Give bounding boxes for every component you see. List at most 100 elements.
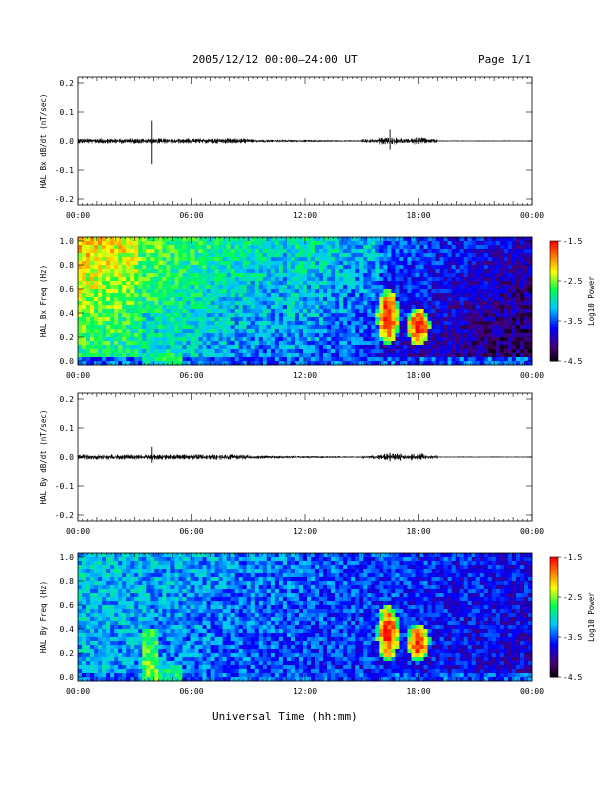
spectrogram-cell [447, 341, 452, 346]
spectrogram-cell [190, 237, 195, 242]
spectrogram-cell [150, 357, 155, 362]
spectrogram-cell [307, 353, 312, 358]
spectrogram-cell [130, 257, 135, 262]
spectrogram-cell [122, 341, 127, 346]
spectrogram-cell [367, 325, 372, 330]
spectrogram-cell [294, 357, 300, 362]
spectrogram-cell [118, 601, 123, 606]
spectrogram-cell [82, 589, 87, 594]
spectrogram-cell [142, 341, 147, 346]
spectrogram-cell [198, 301, 203, 306]
spectrogram-cell [315, 237, 320, 242]
spectrogram-cell [499, 329, 505, 334]
spectrogram-cell [242, 257, 248, 262]
spectrogram-cell [118, 353, 123, 358]
spectrogram-cell [355, 285, 360, 290]
spectrogram-cell [311, 341, 316, 346]
spectrogram-cell [250, 305, 256, 310]
spectrogram-cell [266, 293, 272, 298]
spectrogram-cell [274, 321, 280, 326]
spectrogram-cell [126, 333, 131, 338]
spectrogram-cell [130, 629, 135, 634]
spectrogram-cell [519, 305, 525, 310]
spectrogram-cell [311, 269, 316, 274]
spectrogram-cell [435, 301, 440, 306]
spectrogram-cell [138, 657, 143, 662]
spectrogram-cell [451, 293, 456, 298]
spectrogram-cell [379, 325, 384, 330]
spectrogram-cell [146, 665, 151, 670]
spectrogram-cell [238, 249, 244, 254]
spectrogram-cell [282, 285, 288, 290]
spectrogram-cell [206, 277, 211, 282]
spectrogram-cell [242, 341, 248, 346]
spectrogram-cell [467, 325, 473, 330]
spectrogram-cell [399, 333, 404, 338]
spectrogram-cell [471, 321, 477, 326]
spectrogram-cell [214, 273, 219, 278]
spectrogram-cell [98, 317, 103, 322]
spectrogram-cell [347, 253, 352, 258]
spectrogram-cell [82, 273, 87, 278]
spectrogram-cell [130, 589, 135, 594]
spectrogram-cell [226, 353, 231, 358]
spectrogram-cell [182, 325, 187, 330]
spectrogram-cell [359, 241, 364, 246]
spectrogram-cell [443, 257, 448, 262]
spectrogram-cell [258, 265, 264, 270]
spectrogram-cell [403, 293, 408, 298]
spectrogram-cell [286, 305, 292, 310]
spectrogram-cell [106, 653, 111, 658]
spectrogram-cell [174, 361, 179, 366]
spectrogram-cell [98, 277, 103, 282]
spectrogram-cell [78, 361, 83, 366]
spectrogram-cell [355, 245, 360, 250]
spectrogram-cell [383, 329, 388, 334]
spectrogram-cell [86, 337, 91, 342]
spectrogram-cell [134, 341, 139, 346]
spectrogram-cell [495, 321, 501, 326]
spectrogram-cell [86, 621, 91, 626]
spectrogram-cell [351, 245, 356, 250]
spectrogram-cell [154, 309, 159, 314]
spectrogram-cell [290, 245, 296, 250]
spectrogram-cell [102, 557, 107, 562]
spectrogram-cell [479, 357, 485, 362]
spectrogram-cell [315, 325, 320, 330]
spectrogram-cell [154, 557, 159, 562]
spectrogram-cell [491, 245, 497, 250]
spectrogram-cell [302, 317, 308, 322]
spectrogram-cell [146, 565, 151, 570]
spectrogram-cell [315, 289, 320, 294]
spectrogram-cell [122, 605, 127, 610]
spectrogram-cell [479, 297, 485, 302]
spectrogram-cell [90, 633, 95, 638]
spectrogram-cell [178, 289, 183, 294]
spectrogram-cell [491, 249, 497, 254]
spectrogram-cell [483, 333, 489, 338]
spectrogram-cell [86, 353, 91, 358]
spectrogram-cell [447, 321, 452, 326]
spectrogram-cell [258, 349, 264, 354]
spectrogram-cell [411, 269, 416, 274]
spectrogram-cell [166, 281, 171, 286]
spectrogram-cell [126, 653, 131, 658]
spectrogram-cell [110, 605, 115, 610]
spectrogram-cell [214, 309, 219, 314]
colorbar-segment [550, 339, 558, 342]
spectrogram-cell [274, 281, 280, 286]
spectrogram-cell [503, 349, 509, 354]
spectrogram-cell [182, 253, 187, 258]
spectrogram-cell [142, 277, 147, 282]
spectrogram-cell [282, 237, 288, 242]
spectrogram-cell [427, 329, 432, 334]
spectrogram-cell [407, 305, 412, 310]
spectrogram-cell [154, 601, 159, 606]
spectrogram-cell [150, 613, 155, 618]
spectrogram-cell [138, 245, 143, 250]
spectrogram-cell [266, 297, 272, 302]
spectrogram-cell [90, 273, 95, 278]
spectrogram-cell [387, 289, 392, 294]
spectrogram-cell [286, 361, 292, 366]
spectrogram-cell [98, 589, 103, 594]
